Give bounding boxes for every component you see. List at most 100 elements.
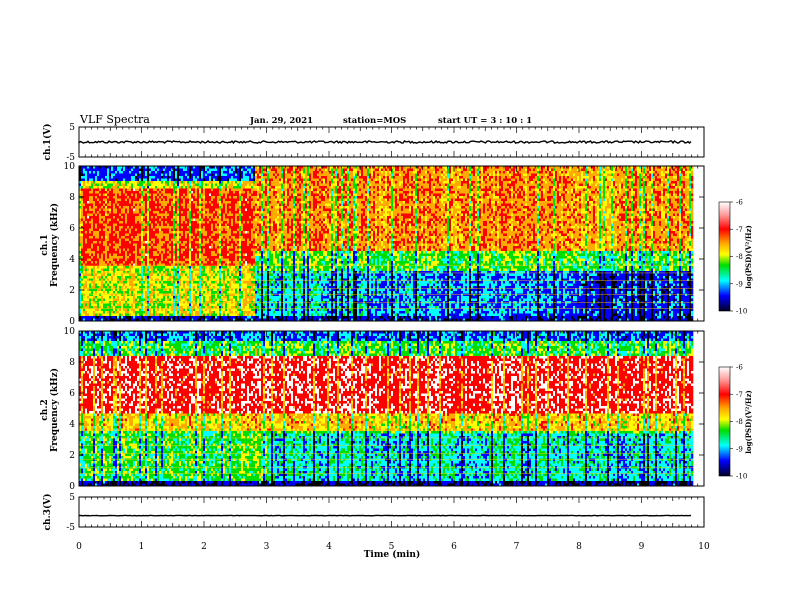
ch1-spectrogram-cell (181, 221, 183, 224)
ch1-spectrogram-cell (111, 179, 113, 182)
ch1-spectrogram-cell (169, 196, 171, 199)
ch1-spectrogram-cell (117, 274, 119, 277)
ch1-spectrogram-cell (161, 199, 163, 202)
ch1-spectrogram-cell (91, 314, 93, 317)
ch1-spectrogram-cell (183, 236, 185, 239)
ch1-spectrogram-cell (123, 266, 125, 269)
ch1-spectrogram-cell (121, 189, 123, 192)
ch1-spectrogram-cell (175, 191, 177, 194)
ch1-spectrogram-cell (185, 199, 187, 202)
ch1-spectrogram-cell (185, 181, 187, 184)
ch1-spectrogram-cell (167, 291, 169, 294)
ch1-spectrogram-cell (143, 231, 145, 234)
ch1-spectrogram-cell (137, 316, 139, 319)
ch1-spectrogram-cell (119, 259, 121, 262)
ch1-spectrogram-cell (115, 204, 117, 207)
ch1-spectrogram-cell (121, 316, 123, 319)
ch1-spectrogram-cell (111, 244, 113, 247)
ch1-spectrogram-cell (167, 274, 169, 277)
ch1-spectrogram-cell (99, 296, 101, 299)
ch1-spectrogram-cell (185, 231, 187, 234)
ch1-spectrogram-cell (133, 274, 135, 277)
ch1-spectrogram-cell (163, 224, 165, 227)
ch1-spectrogram-cell (103, 171, 105, 174)
ch1-spectrogram-cell (183, 256, 185, 259)
ch1-spectrogram-cell (103, 179, 105, 182)
ch1-spectrogram-cell (115, 171, 117, 174)
ch1-spectrogram-cell (83, 314, 85, 317)
ch1-spectrogram-cell (87, 256, 89, 259)
ch1-spectrogram-cell (143, 201, 145, 204)
ch1-spectrogram-cell (181, 189, 183, 192)
ch1-spectrogram-cell (155, 199, 157, 202)
ch1-spectrogram-cell (175, 224, 177, 227)
ch1-spectrogram-cell (99, 244, 101, 247)
ch1-spectrogram-cell (149, 194, 151, 197)
ch1-spectrogram-cell (95, 189, 97, 192)
ch1-spectrogram-cell (147, 201, 149, 204)
ch1-spectrogram-cell (103, 226, 105, 229)
ch1-spectrogram-cell (137, 261, 139, 264)
ch1-spectrogram-cell (83, 231, 85, 234)
ch1-spectrogram-cell (155, 214, 157, 217)
ch1-spectrogram-cell (181, 309, 183, 312)
ch1-spectrogram-cell (125, 316, 127, 319)
ch1-spectrogram-cell (159, 261, 161, 264)
ch1-spectrogram-cell (139, 211, 141, 214)
ch1-spectrogram-cell (141, 271, 143, 274)
ch1-spectrogram-cell (107, 194, 109, 197)
ch1-spectrogram-cell (139, 276, 141, 279)
ch1-spectrogram-cell (119, 311, 121, 314)
ch1-spectrogram-cell (95, 204, 97, 207)
ch1-spectrogram-cell (91, 271, 93, 274)
ch1-spectrogram-cell (159, 181, 161, 184)
ch1-spectrogram-cell (145, 179, 147, 182)
ch1-spectrogram-cell (145, 184, 147, 187)
ch1-spectrogram-cell (109, 226, 111, 229)
ch1-spectrogram-cell (187, 211, 189, 214)
ch1-spectrogram-cell (119, 241, 121, 244)
ch1-spectrogram-cell (105, 269, 107, 272)
ch1-spectrogram-cell (171, 281, 173, 284)
ch1-waveform-ytick-label: 5 (69, 123, 75, 133)
ch1-spectrogram-cell (111, 189, 113, 192)
ch1-spectrogram-cell (127, 254, 129, 257)
ch1-spectrogram-cell (101, 206, 103, 209)
ch1-spectrogram-cell (113, 264, 115, 267)
ch1-spectrogram-cell (163, 194, 165, 197)
ch1-spectrogram-cell (95, 191, 97, 194)
ch1-spectrogram-cell (97, 281, 99, 284)
ch1-spectrogram-cell (83, 256, 85, 259)
ch1-spectrogram-cell (117, 219, 119, 222)
ch1-spectrogram-cell (99, 211, 101, 214)
ch1-spectrogram-cell (109, 186, 111, 189)
ch1-spectrogram-cell (145, 271, 147, 274)
ch1-spectrogram-cell (121, 311, 123, 314)
ch1-spectrogram-cell (183, 221, 185, 224)
ch1-spectrogram-cell (127, 316, 129, 319)
ch1-spectrogram-cell (121, 271, 123, 274)
ch1-spectrogram-cell (113, 224, 115, 227)
ch1-spectrogram-cell (121, 171, 123, 174)
ch1-spectrogram-cell (175, 269, 177, 272)
ch1-spectrogram-cell (119, 254, 121, 257)
ch1-spectrogram-cell (187, 216, 189, 219)
ch1-spectrogram-cell (111, 214, 113, 217)
ch1-spectrogram-cell (137, 314, 139, 317)
ch1-spectrogram-cell (81, 316, 83, 319)
ch1-spectrogram-cell (179, 311, 181, 314)
ch1-spectrogram-cell (103, 211, 105, 214)
ch1-spectrogram-cell (81, 274, 83, 277)
ch1-spectrogram-cell (95, 169, 97, 172)
ch1-spectrogram-cell (125, 259, 127, 262)
ch1-spectrogram-cell (97, 186, 99, 189)
ch1-spectrogram-cell (107, 229, 109, 232)
ch1-spectrogram-cell (127, 261, 129, 264)
ch1-spectrogram-cell (81, 169, 83, 172)
ch1-spectrogram-cell (173, 224, 175, 227)
ch1-spectrogram-cell (89, 281, 91, 284)
ch1-spectrogram-cell (143, 266, 145, 269)
ch1-spectrogram-cell (89, 241, 91, 244)
ch1-spectrogram-cell (153, 191, 155, 194)
ch1-spectrogram-cell (187, 221, 189, 224)
